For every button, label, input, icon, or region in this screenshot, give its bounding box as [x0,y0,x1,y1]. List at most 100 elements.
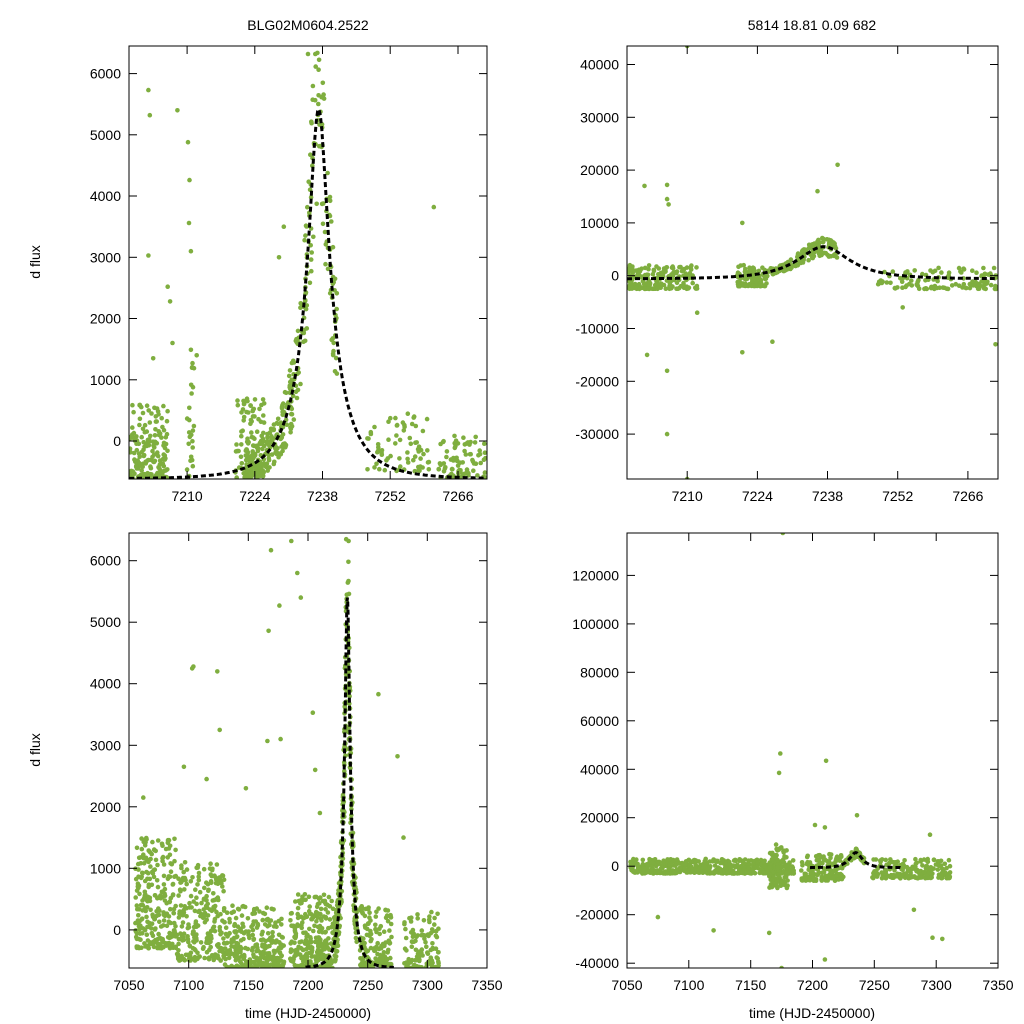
data-point [318,895,323,900]
data-point [195,923,201,928]
data-point [404,948,409,953]
data-point [257,909,262,914]
data-point [199,900,204,906]
data-point [254,443,259,449]
data-point [190,428,196,433]
data-point [347,694,352,699]
data-point [816,251,822,256]
data-point [189,666,195,671]
data-point [185,139,191,145]
data-point [139,846,145,852]
data-point [134,434,139,439]
data-point [265,738,270,744]
data-point [925,856,930,862]
data-point [333,355,339,361]
data-point [139,468,144,473]
data-point [403,935,409,941]
data-point [312,923,317,929]
data-point [413,423,419,429]
data-point [222,919,227,925]
data-point [152,893,158,898]
data-point [136,855,142,861]
data-point [631,869,637,875]
data-point [288,430,293,435]
data-point [413,440,418,446]
data-point [152,405,157,411]
data-point [318,943,324,949]
data-point [243,786,249,791]
data-point [819,877,824,882]
data-point [206,887,211,893]
data-point [260,917,266,923]
data-point [176,948,181,953]
data-point [254,955,259,960]
data-point [415,916,421,921]
data-point [156,429,161,434]
data-point [258,461,264,467]
data-point [758,277,763,282]
data-point [205,931,211,936]
data-point [913,856,918,862]
data-point [144,932,150,937]
data-point [319,918,324,923]
data-point [152,927,158,932]
data-point [169,931,174,937]
data-point [784,855,789,860]
panel-bottom-right: -40000 -20000 0 20000 40000 60000 80000 100000 1… [572,532,1014,993]
data-point [148,864,153,869]
data-point [373,926,378,932]
data-point [733,858,738,864]
data-point [182,958,187,963]
data-point [289,424,295,429]
data-point [147,112,153,118]
data-point [188,248,194,254]
data-point [671,857,676,863]
data-point [309,250,315,255]
data-point [931,857,937,862]
data-point [129,446,133,451]
data-point [436,950,441,955]
y-tick-label: 1000 [90,372,121,388]
data-point [914,282,920,288]
data-point [397,437,403,443]
data-point [380,958,386,964]
data-point [286,373,292,379]
data-point [393,415,398,421]
data-point [671,870,677,876]
data-point [337,880,343,886]
data-point [137,931,143,936]
data-point [309,944,314,950]
data-point [254,429,260,435]
x-tick-label: 7300 [412,977,443,993]
data-point [827,242,832,248]
data-point [820,235,825,241]
data-point [232,921,238,927]
data-point [208,861,213,866]
data-point [377,931,383,937]
data-point [956,283,962,289]
data-point [909,278,914,283]
data-point [318,911,323,917]
data-point [693,286,699,291]
data-point [150,356,156,361]
x-tick-label: 7224 [742,488,773,504]
data-point [131,430,137,436]
data-point [162,893,168,898]
data-point [821,854,826,859]
data-point [762,276,768,282]
data-point [775,269,780,275]
data-point [852,855,857,860]
data-point [208,872,214,877]
data-point [212,956,217,961]
data-point [307,904,313,909]
data-point [320,221,326,227]
data-point [320,80,326,86]
data-point [366,436,371,441]
data-point [269,962,274,967]
data-point [191,365,197,371]
data-point [823,877,828,882]
data-point [270,930,275,935]
data-point [434,955,440,960]
data-point [188,454,194,460]
data-point [315,947,321,953]
